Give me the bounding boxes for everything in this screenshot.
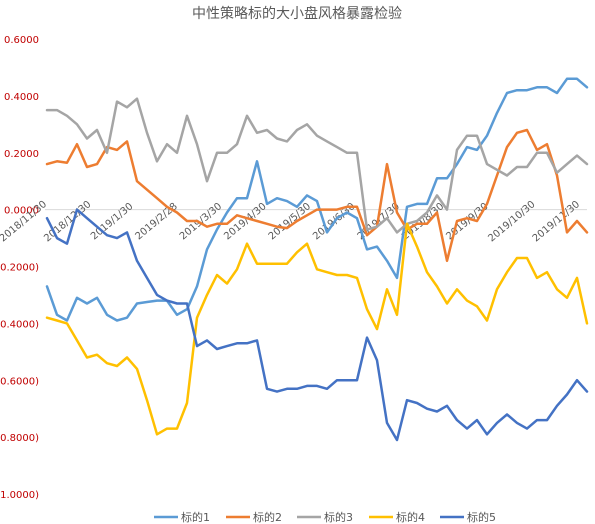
chart-title: 中性策略标的大小盘风格暴露检验 — [192, 5, 402, 22]
legend-label: 标的2 — [253, 510, 282, 524]
series-line-2 — [45, 128, 589, 263]
x-tick-label: 2019/10/30 — [486, 199, 537, 244]
y-tick-label: (0.2000) — [0, 263, 39, 274]
legend-item-5: 标的5 — [440, 510, 496, 524]
y-axis: 0.6000 0.4000 0.2000 0.0000 (0.2000) (0.4000)… — [0, 35, 39, 501]
series-line-3 — [45, 97, 589, 234]
y-tick-label: (1.0000) — [0, 490, 39, 501]
legend-item-1: 标的1 — [154, 510, 210, 524]
legend-label: 标的3 — [324, 510, 353, 524]
series-line-4 — [45, 222, 589, 436]
x-tick-label: 2019/11/30 — [531, 199, 582, 244]
series-line-5 — [45, 208, 589, 442]
legend-item-3: 标的3 — [297, 510, 353, 524]
x-tick-label: 2019/3/30 — [178, 201, 224, 242]
y-tick-label: (0.4000) — [0, 319, 39, 330]
y-tick-label: 0.2000 — [4, 149, 39, 160]
y-tick-label: (0.6000) — [0, 376, 39, 387]
series-group — [45, 77, 589, 442]
y-tick-label: 0.4000 — [4, 92, 39, 103]
legend-label: 标的5 — [467, 510, 496, 524]
x-tick-label: 2019/2/28 — [133, 201, 179, 242]
y-tick-label: 0.6000 — [4, 35, 39, 46]
y-tick-label: 0.0000 — [4, 206, 39, 217]
legend-label: 标的1 — [181, 510, 210, 524]
x-tick-label: 2019/5/30 — [267, 201, 313, 242]
legend-item-2: 标的2 — [226, 510, 282, 524]
legend: 标的1 标的2 标的3 标的4 标的5 — [154, 510, 496, 524]
legend-label: 标的4 — [396, 510, 425, 524]
y-tick-label: (0.8000) — [0, 433, 39, 444]
series-line-1 — [45, 77, 589, 322]
legend-item-4: 标的4 — [369, 510, 425, 524]
